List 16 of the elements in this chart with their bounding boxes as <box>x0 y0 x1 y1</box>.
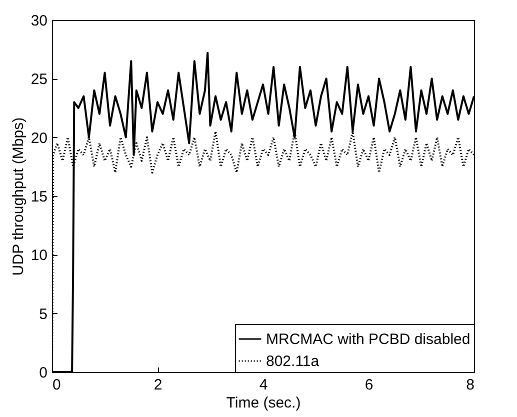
x-tick-label: 4 <box>259 376 268 394</box>
y-tick-label: 20 <box>30 130 48 147</box>
x-tick-label: 0 <box>52 376 61 394</box>
x-tick-label: 2 <box>154 376 162 394</box>
legend-label: MRCMAC with PCBD disabled <box>266 331 470 348</box>
x-tick-label: 6 <box>364 376 374 394</box>
x-axis-title: Time (sec.) <box>226 394 301 412</box>
y-tick-label: 10 <box>30 247 48 264</box>
x-tick-label: 8 <box>466 376 474 394</box>
y-tick-label: 15 <box>30 188 48 206</box>
y-tick-label: 30 <box>30 12 48 30</box>
y-tick-label: 25 <box>30 71 48 88</box>
y-tick-label: 0 <box>39 364 48 382</box>
y-axis-title: UDP throughput (Mbps) <box>10 117 27 276</box>
legend-label: 802.11a <box>266 353 320 370</box>
y-tick-label: 5 <box>39 306 48 323</box>
